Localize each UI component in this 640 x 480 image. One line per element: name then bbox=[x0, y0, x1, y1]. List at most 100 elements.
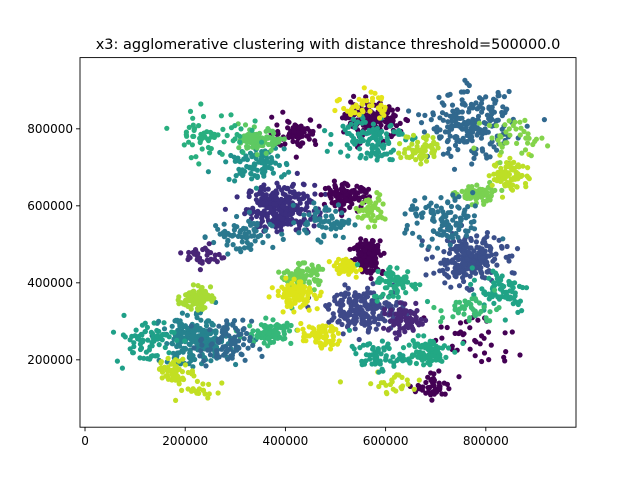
data-point bbox=[414, 308, 420, 314]
data-point bbox=[318, 239, 324, 245]
x-tick-label: 600000 bbox=[363, 434, 409, 448]
data-point bbox=[200, 387, 207, 393]
data-point bbox=[194, 257, 200, 263]
data-point bbox=[391, 360, 397, 366]
data-point bbox=[467, 346, 473, 352]
data-point bbox=[188, 388, 195, 394]
data-point bbox=[270, 170, 276, 176]
data-point bbox=[414, 220, 420, 226]
data-point bbox=[380, 368, 386, 374]
data-point bbox=[464, 266, 470, 272]
data-point bbox=[148, 353, 154, 359]
data-point bbox=[467, 325, 473, 331]
data-point bbox=[259, 166, 265, 173]
data-point bbox=[179, 310, 185, 316]
data-point bbox=[499, 109, 505, 116]
data-point bbox=[352, 326, 358, 332]
data-point bbox=[515, 301, 521, 308]
data-point bbox=[236, 166, 242, 172]
data-point bbox=[367, 108, 373, 114]
scatter-points bbox=[110, 77, 551, 403]
data-point bbox=[502, 330, 508, 336]
data-point bbox=[281, 146, 287, 152]
data-point bbox=[364, 302, 370, 308]
data-point bbox=[458, 122, 464, 128]
data-point bbox=[354, 138, 360, 144]
data-point bbox=[377, 213, 383, 219]
data-point bbox=[240, 149, 246, 155]
data-point bbox=[473, 339, 479, 345]
data-point bbox=[159, 375, 165, 381]
data-point bbox=[373, 255, 379, 261]
data-point bbox=[248, 132, 254, 138]
data-point bbox=[249, 318, 255, 324]
data-point bbox=[375, 247, 381, 254]
data-point bbox=[310, 266, 316, 272]
data-point bbox=[333, 208, 339, 214]
data-point bbox=[463, 233, 470, 239]
data-point bbox=[375, 268, 381, 274]
data-point bbox=[415, 354, 421, 360]
data-point bbox=[131, 344, 137, 350]
data-point bbox=[485, 329, 492, 335]
data-point bbox=[387, 123, 393, 129]
data-point bbox=[444, 381, 450, 387]
data-point bbox=[241, 326, 247, 332]
data-point bbox=[295, 135, 301, 141]
data-point bbox=[307, 289, 314, 295]
data-point bbox=[193, 300, 199, 306]
data-point bbox=[480, 106, 486, 112]
data-point bbox=[232, 158, 238, 164]
data-point bbox=[212, 252, 218, 258]
data-point bbox=[266, 196, 272, 202]
data-point bbox=[423, 158, 430, 164]
data-point bbox=[352, 125, 358, 131]
data-point bbox=[311, 223, 317, 229]
data-point bbox=[265, 343, 271, 349]
data-point bbox=[261, 340, 267, 346]
data-point bbox=[364, 150, 370, 156]
data-point bbox=[300, 126, 306, 132]
data-point bbox=[249, 233, 255, 239]
data-point bbox=[443, 354, 449, 360]
x-tick-label: 800000 bbox=[463, 434, 509, 448]
data-point bbox=[198, 101, 204, 107]
data-point bbox=[382, 216, 388, 222]
data-point bbox=[412, 198, 418, 204]
data-point bbox=[161, 326, 168, 332]
data-point bbox=[478, 100, 485, 106]
data-point bbox=[328, 346, 334, 352]
data-point bbox=[414, 349, 420, 355]
data-point bbox=[380, 201, 386, 207]
data-point bbox=[272, 160, 279, 166]
data-point bbox=[450, 259, 456, 265]
data-point bbox=[444, 266, 450, 272]
data-point bbox=[451, 112, 457, 118]
data-point bbox=[283, 211, 289, 217]
data-point bbox=[396, 372, 402, 378]
data-point bbox=[370, 121, 376, 127]
data-point bbox=[475, 106, 481, 112]
data-point bbox=[422, 112, 428, 118]
data-point bbox=[376, 149, 382, 155]
data-point bbox=[325, 306, 332, 312]
data-point bbox=[394, 276, 401, 282]
data-point bbox=[362, 247, 368, 253]
data-point bbox=[371, 223, 378, 230]
data-point bbox=[434, 245, 441, 251]
data-point bbox=[480, 240, 486, 246]
data-point bbox=[446, 386, 452, 392]
data-point bbox=[492, 287, 498, 293]
data-point bbox=[506, 88, 512, 95]
data-point bbox=[423, 379, 429, 386]
data-point bbox=[381, 325, 387, 331]
data-point bbox=[366, 316, 372, 322]
data-point bbox=[323, 303, 329, 309]
data-point bbox=[410, 132, 417, 138]
data-point bbox=[522, 147, 529, 153]
data-point bbox=[471, 277, 477, 283]
data-point bbox=[396, 150, 402, 156]
data-point bbox=[409, 136, 416, 143]
data-point bbox=[121, 312, 127, 318]
data-point bbox=[405, 357, 411, 363]
